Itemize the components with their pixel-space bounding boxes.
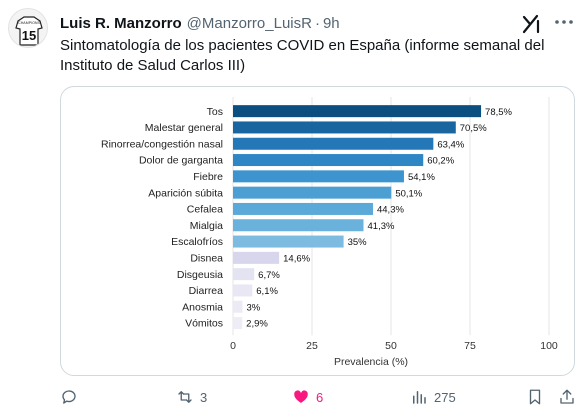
reply-icon — [62, 390, 76, 404]
tweet-text: Sintomatología de los pacientes COVID en… — [60, 37, 545, 74]
bar — [233, 268, 255, 281]
category-label: Escalofríos — [171, 236, 223, 248]
category-label: Mialgia — [190, 220, 223, 232]
bar — [233, 235, 344, 248]
author-name[interactable]: Luis R. Manzorro — [60, 14, 182, 32]
more-button[interactable] — [552, 10, 576, 34]
category-label: Rinorrea/congestión nasal — [101, 138, 223, 150]
bar — [233, 121, 456, 134]
category-label: Disnea — [190, 252, 223, 264]
category-label: Aparición súbita — [148, 187, 223, 199]
category-label: Disgeusia — [177, 269, 223, 281]
category-label: Tos — [207, 106, 223, 118]
grok-button[interactable] — [520, 12, 542, 34]
avatar-label: CHAMPIONS — [18, 21, 40, 25]
retweet-icon — [178, 391, 192, 403]
bar-value-label: 14,6% — [283, 253, 310, 264]
bar-value-label: 35% — [348, 237, 368, 248]
category-label: Dolor de garganta — [139, 155, 223, 167]
retweet-button[interactable]: 3 — [176, 384, 207, 410]
views-button[interactable]: 275 — [410, 384, 456, 410]
category-label: Cefalea — [187, 204, 223, 216]
heart-icon — [294, 390, 308, 403]
separator: · — [314, 14, 320, 32]
bar — [233, 186, 392, 199]
bar-value-label: 6,7% — [258, 270, 280, 281]
bookmark-button[interactable] — [526, 384, 544, 410]
bar-value-label: 44,3% — [377, 205, 404, 216]
action-bar: 3 6 275 — [60, 384, 580, 410]
reply-button[interactable] — [60, 384, 84, 410]
bar — [233, 154, 424, 167]
avatar-number: 15 — [22, 28, 36, 43]
views-count: 275 — [434, 389, 456, 405]
tweet-header: Luis R. Manzorro @Manzorro_LuisR · 9h — [60, 12, 576, 34]
chart-image[interactable]: 0 25 50 75 100 Tos 78,5% Malestar general 70,5% R… — [60, 86, 575, 376]
category-label: Vómitos — [185, 318, 223, 330]
share-icon — [560, 389, 574, 404]
bar-value-label: 50,1% — [395, 188, 422, 199]
bar — [233, 170, 404, 183]
views-icon — [413, 391, 426, 404]
author-handle[interactable]: @Manzorro_LuisR — [186, 14, 312, 32]
bar-value-label: 54,1% — [408, 172, 435, 183]
bar-value-label: 3% — [246, 302, 260, 313]
bar — [233, 251, 280, 264]
bar-value-label: 70,5% — [460, 123, 487, 134]
bar-value-label: 41,3% — [368, 221, 395, 232]
share-button[interactable] — [558, 384, 576, 410]
bookmark-icon — [529, 389, 541, 405]
bar-value-label: 60,2% — [427, 156, 454, 167]
more-icon — [555, 20, 573, 24]
avatar[interactable]: CHAMPIONS 15 — [8, 8, 48, 48]
bar — [233, 105, 482, 118]
bar — [233, 202, 373, 215]
category-label: Fiebre — [193, 171, 223, 183]
x-tick-label: 25 — [306, 340, 318, 352]
like-count: 6 — [316, 389, 324, 405]
bar — [233, 317, 243, 330]
x-tick-label: 0 — [230, 340, 236, 352]
retweet-count: 3 — [200, 389, 208, 405]
x-tick-label: 100 — [540, 340, 558, 352]
bar-value-label: 2,9% — [246, 319, 268, 330]
x-tick-label: 50 — [385, 340, 397, 352]
bar — [233, 284, 253, 297]
x-tick-label: 75 — [464, 340, 476, 352]
category-label: Diarrea — [189, 285, 224, 297]
bar-value-label: 78,5% — [485, 107, 512, 118]
bar-value-label: 6,1% — [256, 286, 278, 297]
timestamp[interactable]: 9h — [322, 14, 340, 32]
jersey-avatar-icon: CHAMPIONS 15 — [15, 16, 43, 46]
bar — [233, 137, 434, 150]
symptoms-bar-chart: 0 25 50 75 100 Tos 78,5% Malestar general 70,5% R… — [101, 97, 558, 368]
bar — [233, 219, 364, 232]
grok-icon — [522, 14, 540, 34]
x-axis-label: Prevalencia (%) — [334, 356, 408, 368]
category-label: Anosmia — [182, 301, 223, 313]
like-button[interactable]: 6 — [292, 384, 323, 410]
bar — [233, 300, 243, 313]
category-label: Malestar general — [145, 122, 223, 134]
bar-value-label: 63,4% — [437, 139, 464, 150]
